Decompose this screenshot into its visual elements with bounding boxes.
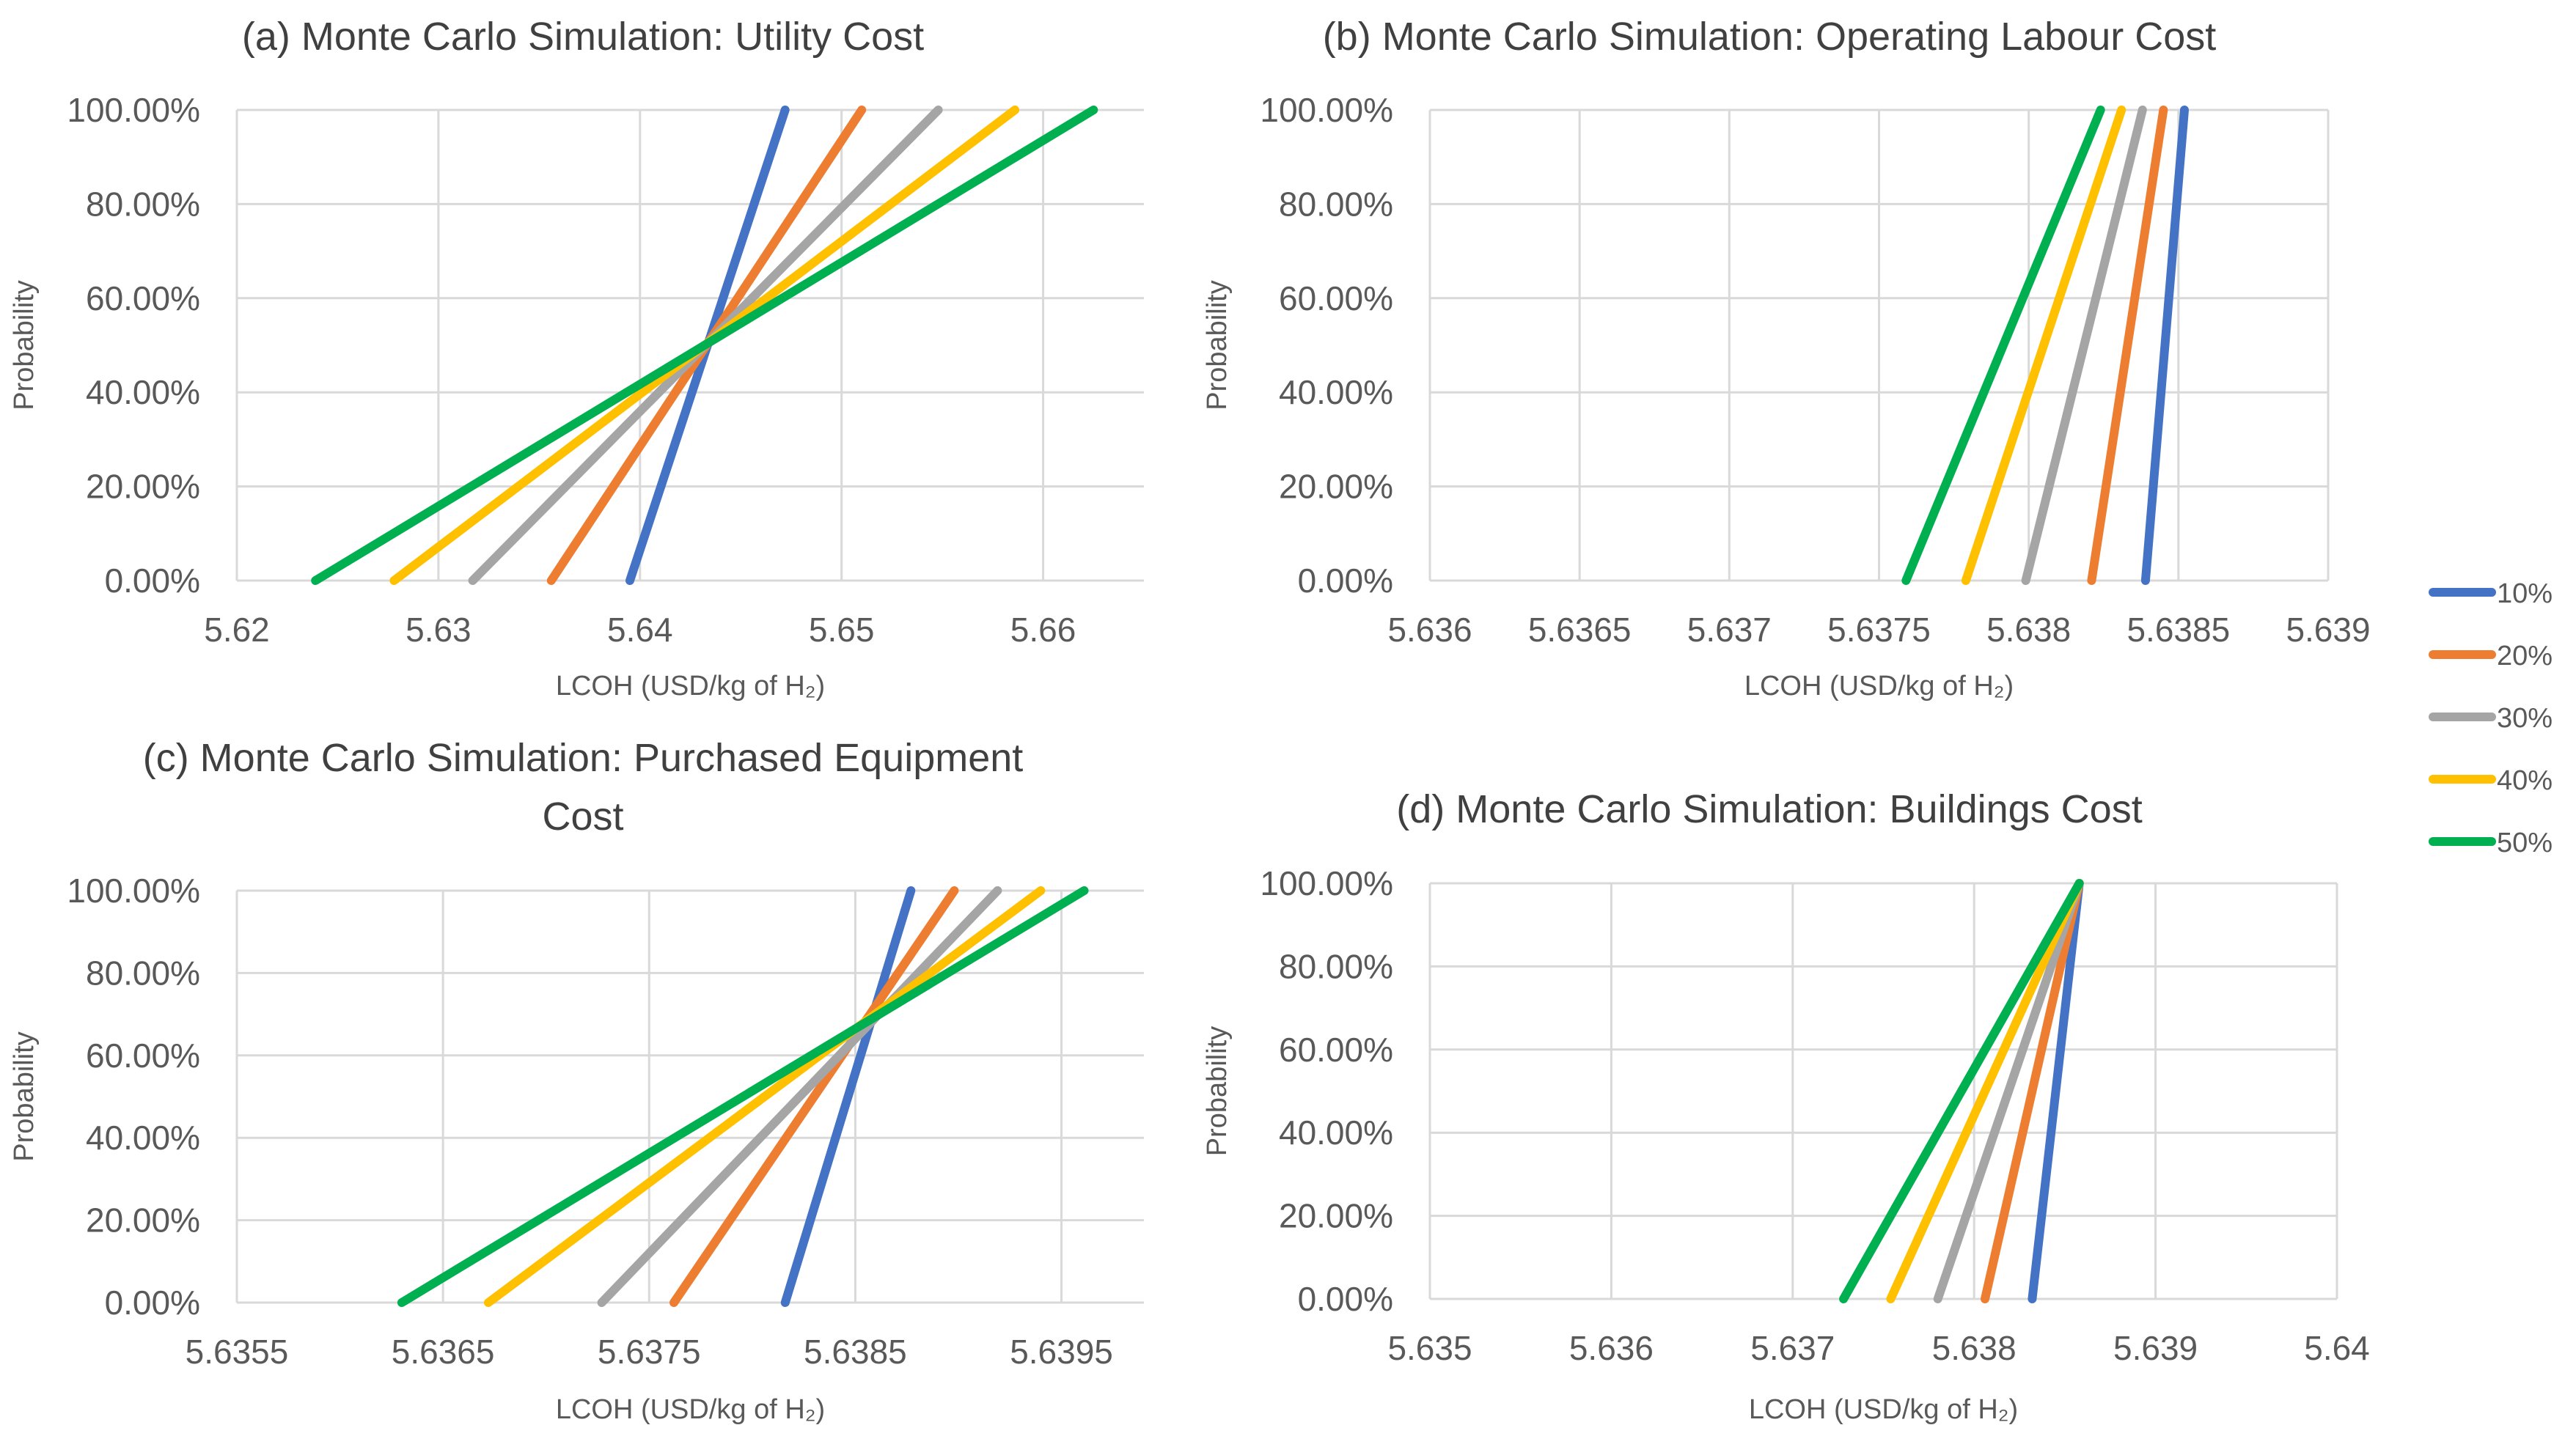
x-tick-label: 5.63	[406, 611, 471, 649]
y-tick-label: 80.00%	[86, 185, 200, 223]
x-tick-label: 5.637	[1750, 1329, 1835, 1367]
y-tick-label: 40.00%	[86, 373, 200, 411]
legend: 10% 20% 30% 40% 50%	[2429, 578, 2553, 858]
x-tick-label: 5.6365	[1528, 611, 1632, 649]
x-tick-label: 5.639	[2113, 1329, 2198, 1367]
chart-b: (b) Monte Carlo Simulation: Operating La…	[1202, 15, 2371, 702]
y-tick-label: 40.00%	[1279, 373, 1393, 411]
x-tick-label: 5.6385	[804, 1333, 907, 1371]
legend-label: 10%	[2497, 578, 2553, 609]
y-axis-label: Probability	[9, 280, 40, 410]
y-tick-label: 40.00%	[86, 1119, 200, 1157]
chart-title: (a) Monte Carlo Simulation: Utility Cost	[242, 15, 924, 59]
series-line-30pct	[2021, 106, 2147, 585]
x-tick-label: 5.637	[1687, 611, 1772, 649]
y-tick-label: 100.00%	[1260, 864, 1393, 902]
y-tick-label: 60.00%	[86, 279, 200, 317]
x-tick-label: 5.6375	[1827, 611, 1931, 649]
x-tick-label: 5.638	[1932, 1329, 2017, 1367]
y-axis-label: Probability	[1202, 1026, 1233, 1156]
x-tick-label: 5.636	[1387, 611, 1472, 649]
y-tick-label: 60.00%	[86, 1037, 200, 1075]
x-tick-label: 5.639	[2286, 611, 2370, 649]
x-tick-label: 5.6355	[186, 1333, 289, 1371]
series-line-10pct	[2140, 106, 2189, 585]
chart-title: (b) Monte Carlo Simulation: Operating La…	[1323, 15, 2217, 59]
y-tick-label: 0.00%	[1298, 1280, 1393, 1318]
x-tick-label: 5.64	[2304, 1329, 2370, 1367]
legend-label: 50%	[2497, 828, 2553, 858]
x-tick-label: 5.6385	[2127, 611, 2230, 649]
series-line-40pct	[1961, 106, 2127, 585]
x-axis-label: LCOH (USD/kg of H₂)	[556, 1394, 825, 1425]
series-line-50pct	[397, 886, 1089, 1307]
y-tick-label: 40.00%	[1279, 1113, 1393, 1152]
x-tick-label: 5.64	[607, 611, 673, 649]
x-tick-label: 5.635	[1387, 1329, 1472, 1367]
series-line-10pct	[780, 886, 916, 1307]
y-tick-label: 100.00%	[67, 91, 200, 129]
y-tick-label: 20.00%	[86, 468, 200, 506]
y-tick-label: 20.00%	[86, 1201, 200, 1240]
y-axis-label: Probability	[1202, 280, 1233, 410]
chart-title: (d) Monte Carlo Simulation: Buildings Co…	[1396, 787, 2142, 831]
x-axis-label: LCOH (USD/kg of H₂)	[556, 671, 825, 702]
y-tick-label: 20.00%	[1279, 468, 1393, 506]
y-tick-label: 60.00%	[1279, 279, 1393, 317]
series-line-50pct	[1839, 879, 2084, 1303]
x-tick-label: 5.66	[1010, 611, 1076, 649]
series-line-20pct	[2087, 106, 2168, 585]
x-tick-label: 5.62	[204, 611, 270, 649]
y-tick-label: 80.00%	[1279, 947, 1393, 985]
y-tick-label: 0.00%	[1298, 561, 1393, 600]
x-tick-label: 5.6395	[1010, 1333, 1113, 1371]
y-tick-label: 80.00%	[1279, 185, 1393, 223]
x-tick-label: 5.65	[809, 611, 875, 649]
chart-d: (d) Monte Carlo Simulation: Buildings Co…	[1202, 787, 2370, 1425]
chart-title: (c) Monte Carlo Simulation: Purchased Eq…	[143, 736, 1024, 780]
chart-title: Cost	[542, 795, 623, 839]
chart-a: (a) Monte Carlo Simulation: Utility Cost…	[9, 15, 1144, 702]
x-tick-label: 5.636	[1569, 1329, 1654, 1367]
series-line-40pct	[484, 886, 1046, 1307]
x-axis-label: LCOH (USD/kg of H₂)	[1749, 1394, 2018, 1425]
series-line-30pct	[597, 886, 1002, 1307]
chart-c: (c) Monte Carlo Simulation: Purchased Eq…	[9, 736, 1144, 1425]
legend-label: 20%	[2497, 641, 2553, 671]
x-tick-label: 5.638	[1986, 611, 2071, 649]
y-axis-label: Probability	[9, 1031, 40, 1161]
x-tick-label: 5.6365	[392, 1333, 495, 1371]
y-tick-label: 60.00%	[1279, 1031, 1393, 1069]
y-tick-label: 0.00%	[105, 1284, 200, 1322]
legend-label: 30%	[2497, 703, 2553, 734]
series-line-50pct	[311, 106, 1098, 585]
y-tick-label: 20.00%	[1279, 1197, 1393, 1235]
series-line-20pct	[1981, 879, 2084, 1303]
y-tick-label: 100.00%	[67, 872, 200, 910]
series-line-40pct	[1886, 879, 2084, 1303]
x-axis-label: LCOH (USD/kg of H₂)	[1744, 671, 2014, 702]
series-line-50pct	[1901, 106, 2105, 585]
series-line-20pct	[669, 886, 959, 1307]
series-line-10pct	[2028, 879, 2084, 1303]
x-tick-label: 5.6375	[598, 1333, 701, 1371]
series-line-30pct	[1933, 879, 2084, 1303]
y-tick-label: 0.00%	[105, 561, 200, 600]
y-tick-label: 100.00%	[1260, 91, 1393, 129]
y-tick-label: 80.00%	[86, 954, 200, 992]
legend-label: 40%	[2497, 765, 2553, 796]
